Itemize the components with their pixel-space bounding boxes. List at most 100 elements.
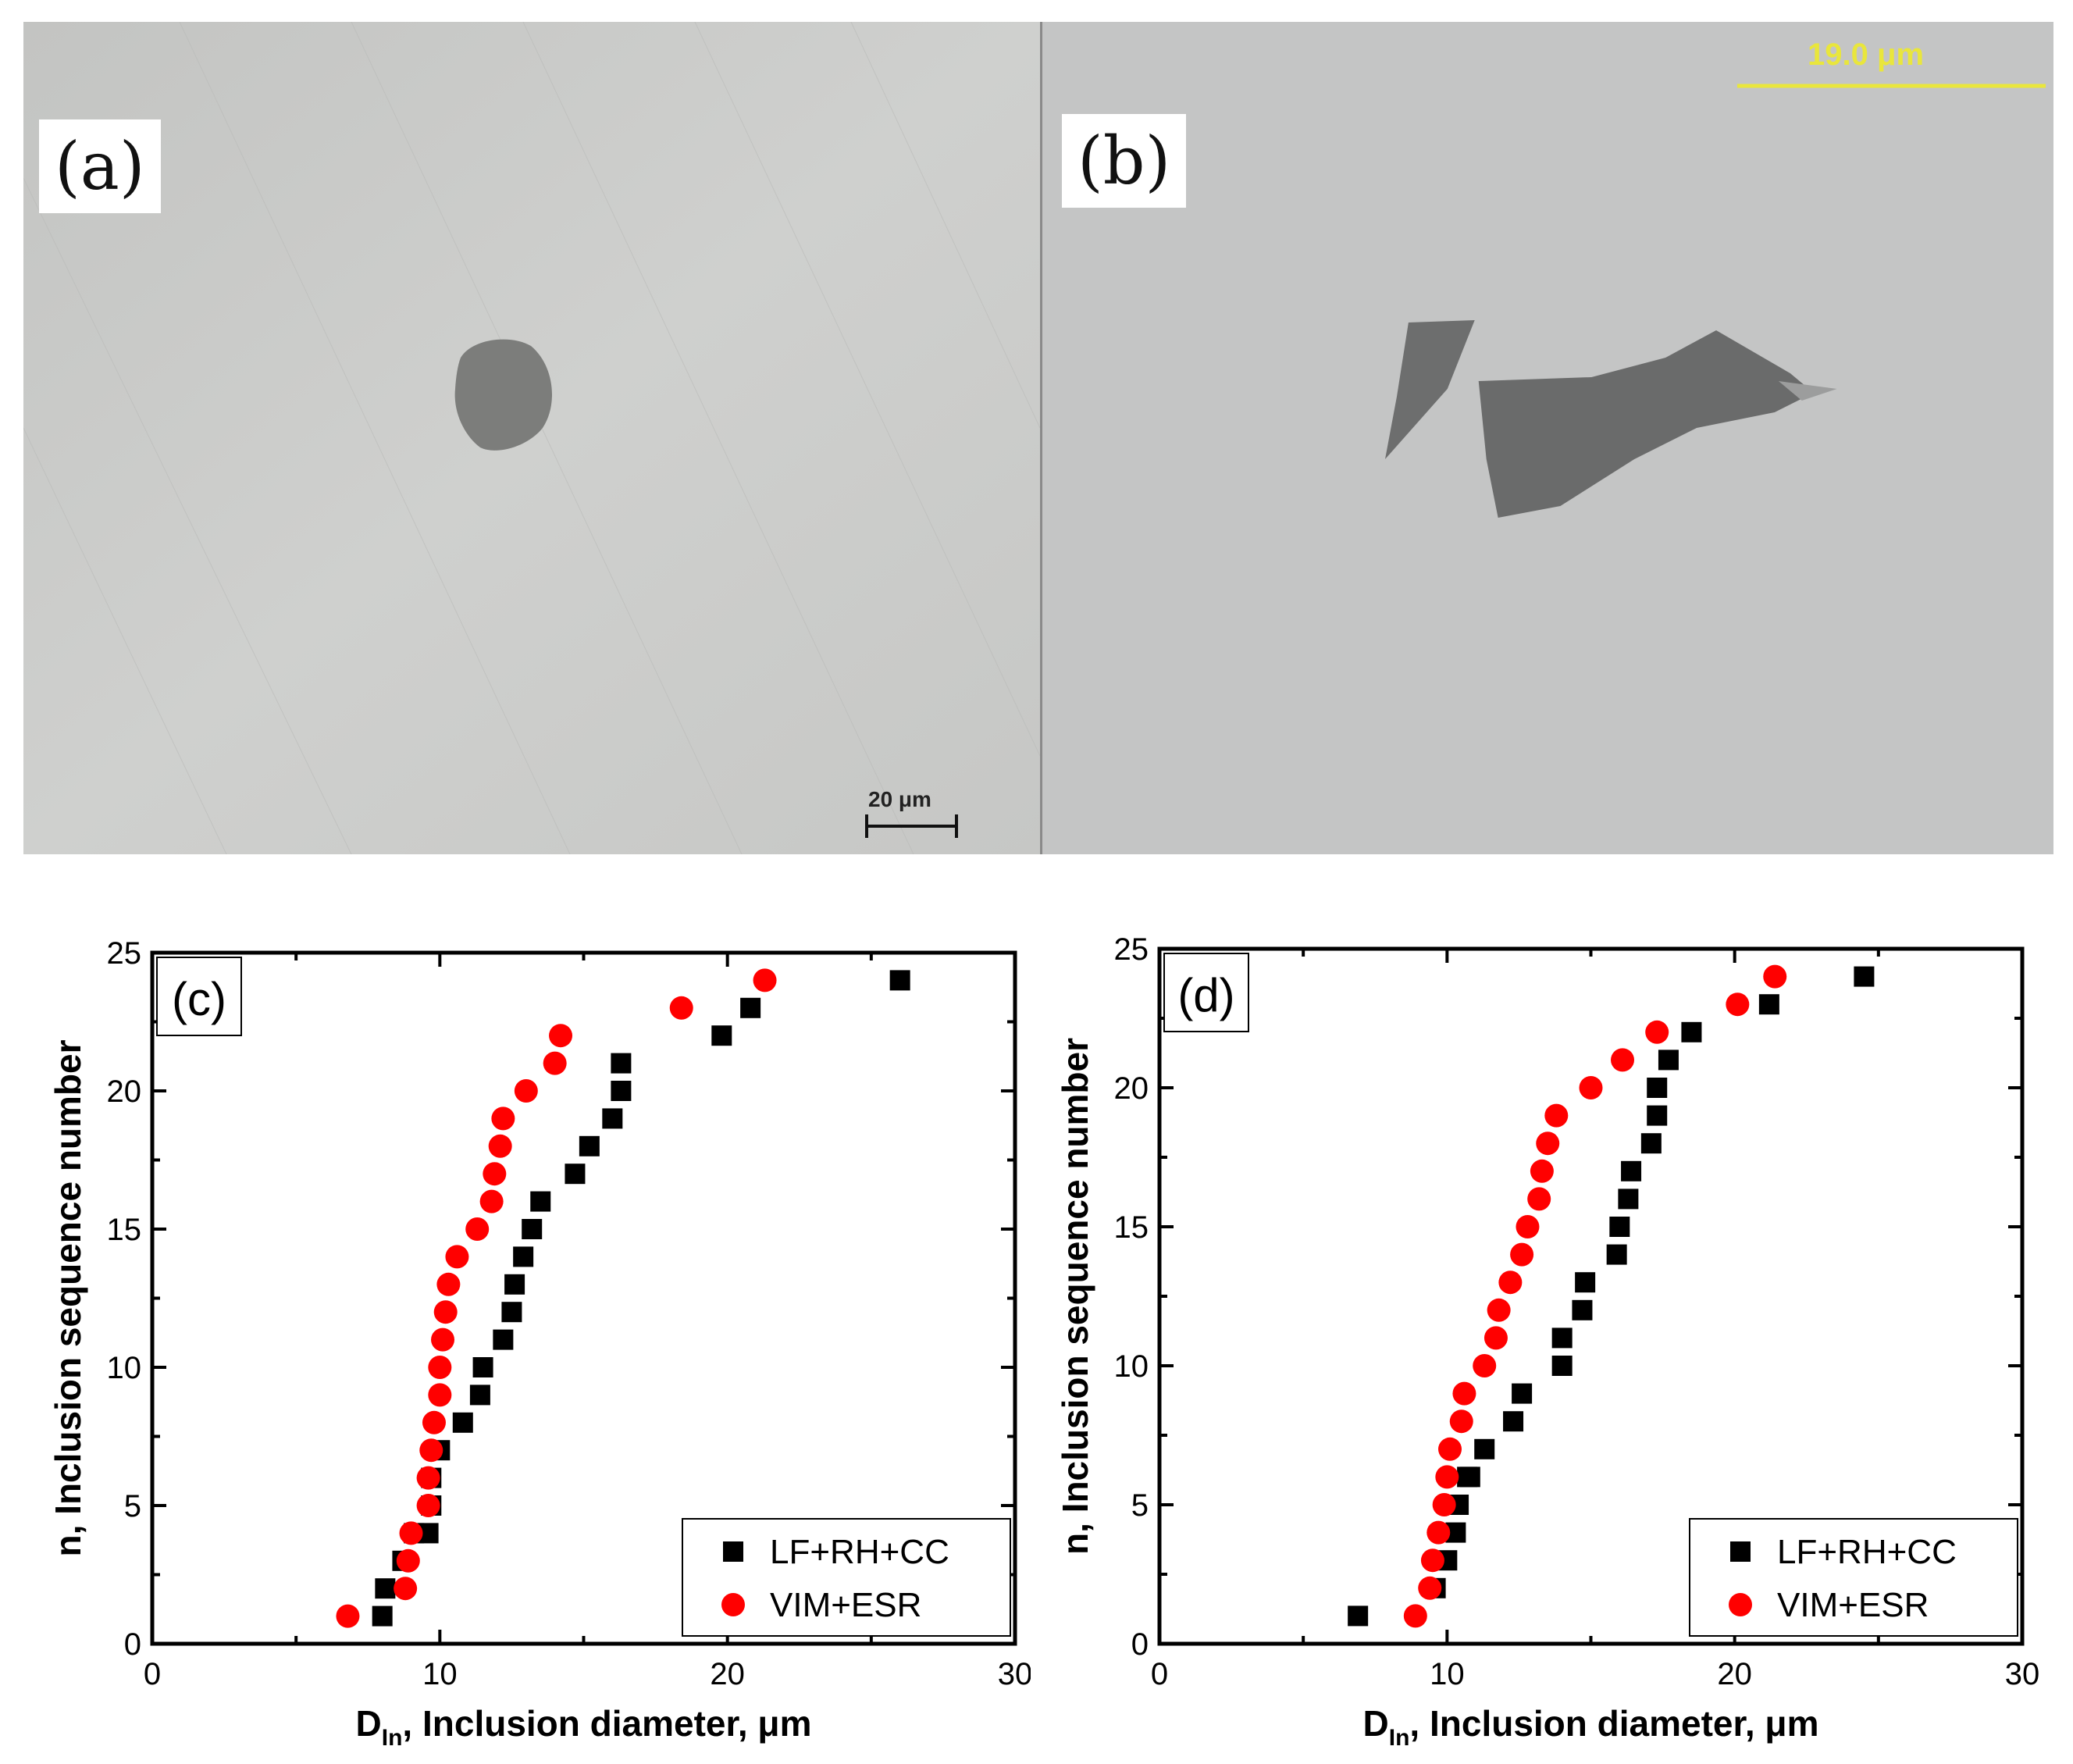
x-tick-label: 10 [422, 1657, 458, 1691]
panel-label-box [1163, 953, 1249, 1032]
data-point-circle [396, 1548, 420, 1573]
data-point-circle [336, 1604, 360, 1628]
data-point-square [493, 1329, 514, 1350]
x-tick-label: 20 [1717, 1657, 1752, 1691]
y-tick-label: 25 [1114, 932, 1149, 967]
data-point-square [1606, 1244, 1627, 1265]
legend-marker-square [723, 1541, 743, 1562]
scale-bar-a [865, 814, 958, 838]
chart-c-svg: 0 10 20 30 0 5 10 15 20 25 DIn, Inclusion diameter… [48, 936, 1031, 1751]
data-point-square [1551, 1356, 1573, 1376]
legend-label: LF+RH+CC [1777, 1533, 1957, 1571]
x-tick-label: 0 [144, 1657, 161, 1691]
data-point-square [513, 1246, 534, 1267]
data-point-circle [1418, 1576, 1442, 1600]
data-point-circle [399, 1521, 423, 1545]
data-point-circle [491, 1107, 515, 1131]
micrograph-a-image [23, 22, 1040, 854]
data-point-circle [1536, 1131, 1560, 1156]
data-point-circle [465, 1217, 490, 1241]
micrograph-panel-b: (b) 19.0 μm [1040, 22, 2053, 854]
legend-label: LF+RH+CC [770, 1533, 949, 1571]
data-point-square [889, 970, 910, 991]
data-point-circle [1579, 1076, 1603, 1099]
data-point-square [1512, 1383, 1533, 1404]
x-tick-label: 10 [1430, 1657, 1465, 1691]
scale-bar-b [1737, 84, 2046, 88]
y-axis-label: n, Inclusion sequence number [1055, 1038, 1095, 1555]
legend-label: VIM+ESR [770, 1586, 921, 1624]
data-point-circle [1403, 1604, 1427, 1628]
y-tick-label: 15 [107, 1213, 142, 1247]
data-point-circle [1432, 1493, 1456, 1516]
data-point-square [469, 1384, 490, 1406]
data-point-circle [433, 1300, 458, 1324]
data-point-square [611, 1053, 632, 1074]
x-tick-label: 30 [998, 1657, 1031, 1691]
data-point-square [1758, 994, 1779, 1015]
data-point-circle [445, 1245, 469, 1269]
data-point-square [1621, 1160, 1642, 1181]
data-point-circle [1527, 1187, 1551, 1211]
data-point-circle [416, 1466, 440, 1490]
data-point-square [472, 1357, 493, 1377]
data-point-circle [1487, 1298, 1511, 1322]
data-point-circle [543, 1051, 567, 1075]
data-point-circle [422, 1410, 446, 1434]
data-point-square [1503, 1411, 1524, 1432]
data-point-square [1609, 1217, 1630, 1237]
x-tick-label: 0 [1151, 1657, 1168, 1691]
y-tick-label: 5 [1131, 1488, 1149, 1523]
data-point-square [1459, 1466, 1480, 1488]
data-point-circle [1452, 1381, 1476, 1406]
legend-label: VIM+ESR [1777, 1586, 1929, 1624]
y-tick-label: 10 [1114, 1349, 1149, 1384]
data-point-square [504, 1274, 525, 1295]
data-point-square [579, 1135, 600, 1156]
y-tick-label: 10 [107, 1351, 142, 1385]
data-point-circle [419, 1438, 443, 1463]
data-point-circle [1645, 1020, 1669, 1044]
data-point-square [1551, 1327, 1573, 1349]
data-point-circle [514, 1079, 538, 1103]
data-point-square [602, 1108, 623, 1129]
data-point-square [1640, 1133, 1662, 1154]
data-point-circle [479, 1189, 504, 1213]
legend-box [1689, 1518, 2018, 1637]
x-axis-label-main: D [356, 1703, 382, 1744]
y-tick-label: 20 [107, 1074, 142, 1109]
inclusion-particle-b [1478, 330, 1814, 518]
data-point-circle [753, 968, 777, 992]
inclusion-particle-a [454, 339, 552, 451]
y-tick-label: 15 [1114, 1210, 1149, 1245]
data-point-square [1348, 1605, 1369, 1627]
data-point-square [565, 1164, 586, 1185]
data-point-square [530, 1191, 551, 1212]
x-axis-label-rest: , Inclusion diameter, μm [402, 1703, 811, 1744]
panel-label: (c) [172, 973, 226, 1025]
data-point-circle [1438, 1437, 1462, 1461]
data-point-square [452, 1412, 473, 1433]
data-point-circle [1763, 964, 1787, 989]
data-point-circle [428, 1356, 452, 1379]
x-axis-label: DIn, Inclusion diameter, μm [356, 1703, 812, 1751]
data-point-circle [1449, 1409, 1473, 1434]
data-point-circle [1510, 1242, 1534, 1267]
chart-d-svg: 0 10 20 30 0 5 10 15 20 25 DIn, Inclusion diameter… [1055, 932, 2039, 1751]
data-point-square [1647, 1105, 1668, 1126]
data-point-square [1658, 1049, 1679, 1071]
y-tick-label: 0 [124, 1627, 141, 1662]
data-point-circle [1435, 1465, 1459, 1489]
inclusion-sliver-b [1384, 320, 1475, 459]
data-point-circle [1498, 1270, 1523, 1295]
y-tick-label: 25 [107, 936, 142, 971]
data-point-circle [431, 1327, 455, 1352]
data-point-square [501, 1302, 522, 1323]
legend-marker-circle [1729, 1593, 1752, 1616]
data-point-circle [483, 1162, 507, 1186]
legend-box [682, 1518, 1011, 1637]
panel-label-box [156, 957, 242, 1036]
data-point-square [1572, 1299, 1593, 1320]
data-point-circle [488, 1134, 512, 1158]
data-point-circle [1427, 1520, 1451, 1545]
